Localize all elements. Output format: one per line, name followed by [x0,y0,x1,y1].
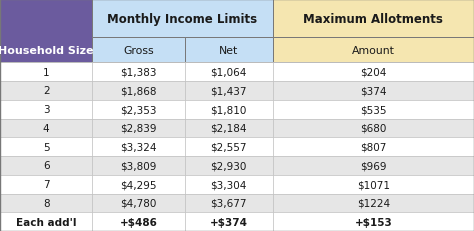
Text: 5: 5 [43,142,49,152]
Bar [0,194,92,212]
Bar [92,138,185,156]
Text: $2,353: $2,353 [120,105,157,115]
Bar [0,0,92,63]
Text: $1,064: $1,064 [210,67,247,77]
Bar [92,38,185,63]
Text: Amount: Amount [352,46,395,56]
Bar [0,175,92,194]
Text: $4,295: $4,295 [120,179,157,189]
Bar [185,212,273,231]
Text: $204: $204 [360,67,386,77]
Text: Net: Net [219,46,238,56]
Bar [185,175,273,194]
Bar [92,212,185,231]
Bar [185,119,273,138]
Bar [185,194,273,212]
Bar [92,156,185,175]
Bar [185,156,273,175]
Bar [273,138,474,156]
Text: 6: 6 [43,161,49,171]
Text: $1,810: $1,810 [210,105,247,115]
Text: $4,780: $4,780 [120,198,157,208]
Text: $535: $535 [360,105,386,115]
Text: $3,809: $3,809 [120,161,157,171]
Bar [0,100,92,119]
Text: +$153: +$153 [355,217,392,227]
Bar [92,119,185,138]
Bar [185,100,273,119]
Text: $2,839: $2,839 [120,123,157,133]
Text: Monthly Income Limits: Monthly Income Limits [108,12,257,26]
Bar [92,0,273,38]
Bar [273,194,474,212]
Text: 3: 3 [43,105,49,115]
Bar [185,63,273,82]
Bar [0,138,92,156]
Text: $807: $807 [360,142,386,152]
Text: $1,868: $1,868 [120,86,157,96]
Text: $3,677: $3,677 [210,198,247,208]
Text: $3,304: $3,304 [210,179,247,189]
Bar [185,82,273,100]
Bar [273,156,474,175]
Bar [0,156,92,175]
Bar [273,119,474,138]
Text: $1071: $1071 [357,179,390,189]
Text: $1224: $1224 [357,198,390,208]
Text: Household Size: Household Size [0,46,94,56]
Text: $374: $374 [360,86,386,96]
Text: 8: 8 [43,198,49,208]
Text: +$486: +$486 [120,217,157,227]
Bar [185,138,273,156]
Text: $2,557: $2,557 [210,142,247,152]
Bar [273,63,474,82]
Text: 4: 4 [43,123,49,133]
Text: $3,324: $3,324 [120,142,157,152]
Text: Maximum Allotments: Maximum Allotments [303,12,443,26]
Bar [273,0,474,38]
Text: $1,383: $1,383 [120,67,157,77]
Text: Each add'l: Each add'l [16,217,76,227]
Bar [0,63,92,82]
Text: +$374: +$374 [210,217,248,227]
Bar [273,175,474,194]
Bar [0,119,92,138]
Bar [273,212,474,231]
Text: $1,437: $1,437 [210,86,247,96]
Text: $969: $969 [360,161,386,171]
Bar [92,63,185,82]
Text: 7: 7 [43,179,49,189]
Bar [0,212,92,231]
Text: 1: 1 [43,67,49,77]
Text: Gross: Gross [123,46,154,56]
Bar [92,175,185,194]
Text: $2,930: $2,930 [210,161,247,171]
Bar [92,100,185,119]
Bar [273,38,474,63]
Bar [0,82,92,100]
Text: 2: 2 [43,86,49,96]
Bar [273,82,474,100]
Bar [92,82,185,100]
Text: $680: $680 [360,123,386,133]
Bar [92,194,185,212]
Bar [185,38,273,63]
Text: $2,184: $2,184 [210,123,247,133]
Bar [273,100,474,119]
